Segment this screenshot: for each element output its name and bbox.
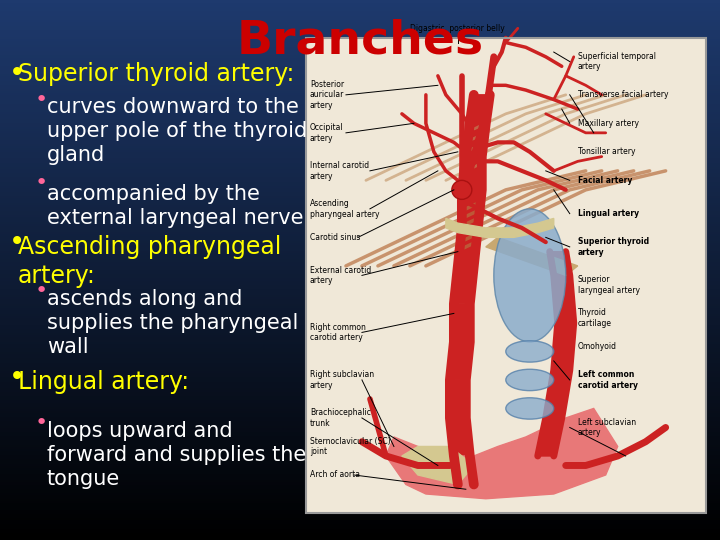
- Text: Superior thyroid
artery: Superior thyroid artery: [577, 237, 649, 256]
- Text: curves downward to the
upper pole of the thyroid
gland: curves downward to the upper pole of the…: [47, 97, 307, 165]
- Ellipse shape: [505, 369, 554, 390]
- Polygon shape: [466, 123, 486, 157]
- Polygon shape: [538, 418, 562, 456]
- Polygon shape: [462, 157, 482, 190]
- Ellipse shape: [505, 398, 554, 419]
- Text: Internal carotid
artery: Internal carotid artery: [310, 161, 369, 180]
- Text: Left common
carotid artery: Left common carotid artery: [577, 370, 638, 390]
- Ellipse shape: [452, 180, 472, 199]
- Text: Left subclavian
artery: Left subclavian artery: [577, 418, 636, 437]
- Polygon shape: [386, 408, 618, 499]
- Text: Superficial temporal
artery: Superficial temporal artery: [577, 52, 656, 71]
- Text: •: •: [9, 59, 25, 87]
- Polygon shape: [462, 190, 482, 228]
- Text: Lingual artery: Lingual artery: [577, 209, 639, 218]
- Text: Thyroid
cartilage: Thyroid cartilage: [577, 308, 612, 328]
- Text: •: •: [35, 281, 48, 301]
- Text: Ascending
pharyngeal artery: Ascending pharyngeal artery: [310, 199, 379, 219]
- Text: Omohyoid: Omohyoid: [577, 342, 617, 351]
- Polygon shape: [550, 252, 570, 275]
- Polygon shape: [470, 95, 490, 123]
- Text: Superior thyroid artery:: Superior thyroid artery:: [18, 62, 294, 86]
- Text: Lingual artery:: Lingual artery:: [18, 370, 189, 394]
- Polygon shape: [554, 323, 574, 370]
- Text: External carotid
artery: External carotid artery: [310, 266, 372, 285]
- Text: Tonsillar artery: Tonsillar artery: [577, 147, 635, 157]
- Polygon shape: [454, 266, 474, 304]
- Text: Right common
carotid artery: Right common carotid artery: [310, 323, 366, 342]
- Text: loops upward and
forward and supplies the
tongue: loops upward and forward and supplies th…: [47, 421, 306, 489]
- Polygon shape: [450, 342, 470, 380]
- Polygon shape: [458, 228, 478, 266]
- Polygon shape: [486, 238, 577, 275]
- Polygon shape: [454, 456, 474, 484]
- Text: Transverse facial artery: Transverse facial artery: [577, 90, 668, 99]
- Ellipse shape: [505, 341, 554, 362]
- Text: Branches: Branches: [236, 19, 484, 64]
- Polygon shape: [402, 447, 474, 484]
- Text: accompanied by the
external laryngeal nerve: accompanied by the external laryngeal ne…: [47, 184, 303, 227]
- Text: Arch of aorta: Arch of aorta: [310, 470, 360, 480]
- Text: ascends along and
supplies the pharyngeal
wall: ascends along and supplies the pharyngea…: [47, 289, 298, 357]
- Polygon shape: [450, 418, 470, 456]
- Text: •: •: [35, 413, 48, 433]
- Text: Posterior
auricular
artery: Posterior auricular artery: [310, 80, 344, 110]
- Polygon shape: [450, 380, 466, 418]
- Bar: [306, 38, 706, 513]
- Polygon shape: [546, 370, 570, 418]
- Text: Carotid sinus: Carotid sinus: [310, 233, 361, 242]
- Text: Facial artery: Facial artery: [577, 176, 632, 185]
- Text: Superior
laryngeal artery: Superior laryngeal artery: [577, 275, 640, 295]
- Text: •: •: [9, 363, 25, 391]
- Text: Digastric, posterior belly: Digastric, posterior belly: [410, 24, 505, 33]
- Text: Right subclavian
artery: Right subclavian artery: [310, 370, 374, 390]
- Text: Occipital
artery: Occipital artery: [310, 123, 343, 143]
- Polygon shape: [454, 304, 470, 342]
- Polygon shape: [446, 218, 554, 238]
- Text: Maxillary artery: Maxillary artery: [577, 119, 639, 128]
- Polygon shape: [554, 275, 574, 323]
- Text: Sternoclavicular (SC)
joint: Sternoclavicular (SC) joint: [310, 437, 391, 456]
- Text: •: •: [35, 90, 48, 110]
- Text: •: •: [35, 173, 48, 193]
- Ellipse shape: [494, 209, 566, 342]
- Text: Brachiocephalic
trunk: Brachiocephalic trunk: [310, 408, 371, 428]
- Text: •: •: [9, 228, 25, 256]
- Text: Ascending pharyngeal
artery:: Ascending pharyngeal artery:: [18, 235, 282, 288]
- Bar: [306, 38, 706, 513]
